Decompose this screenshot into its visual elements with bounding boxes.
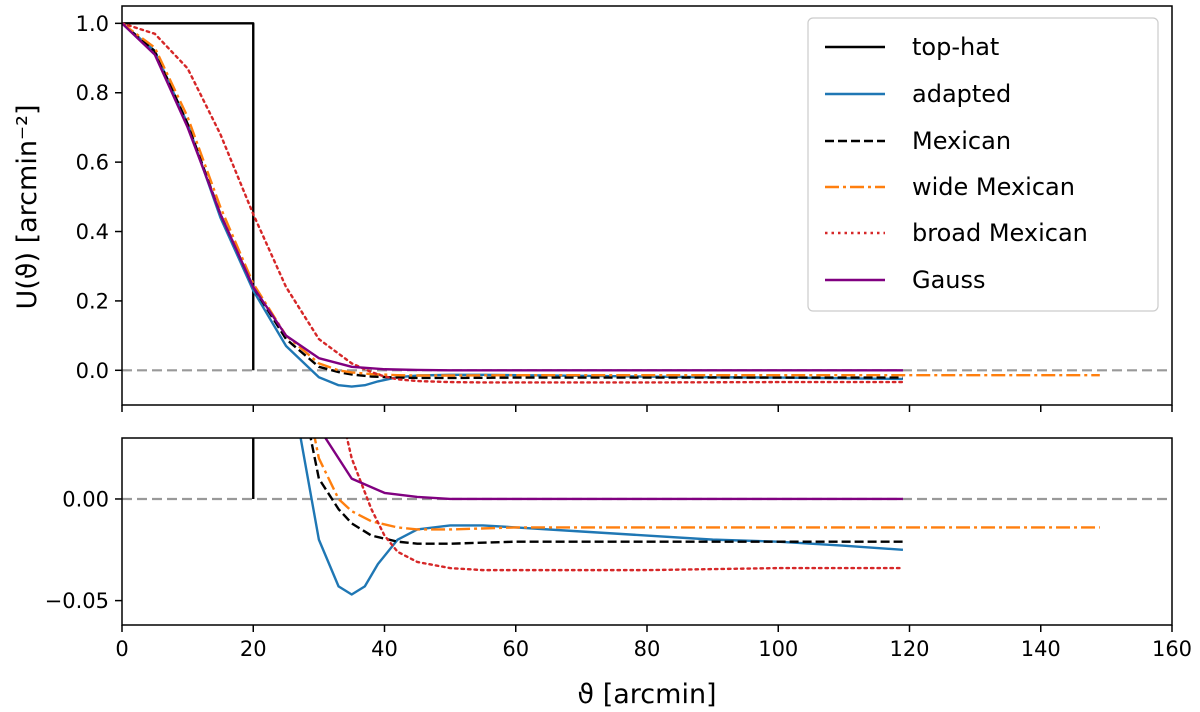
bottom-series-wide-mexican <box>313 438 1100 531</box>
legend-label-broad-mexican: broad Mexican <box>912 219 1088 247</box>
bottom-series-gauss <box>324 438 903 501</box>
legend-entry-wide-mexican: wide Mexican <box>825 173 1075 201</box>
legend-label-gauss: Gauss <box>912 266 986 294</box>
legend-label-adapted: adapted <box>912 80 1011 108</box>
top-y-axis-label: U(ϑ) [arcmin⁻²] <box>12 104 43 309</box>
bottom-ticks-layer: 0 20 40 60 80 100 120 140 160 −0.05 0.00 <box>45 487 1192 661</box>
top-y-tick-label: 1.0 <box>76 12 109 36</box>
top-series-broad-mexican <box>122 22 905 384</box>
legend-label-wide-mexican: wide Mexican <box>912 173 1075 201</box>
bottom-x-tick-label: 0 <box>115 637 128 661</box>
bottom-series-broad-mexican <box>345 438 905 572</box>
top-y-tick-label: 0.6 <box>76 151 109 175</box>
top-series-top-hat <box>122 22 255 371</box>
bottom-x-tick-label: 40 <box>371 637 398 661</box>
legend: top-hat adapted Mexican wide Mexican bro… <box>807 17 1159 312</box>
bottom-plot-frame <box>121 437 1173 626</box>
legend-frame <box>807 17 1159 312</box>
bottom-x-tick-label: 100 <box>758 637 798 661</box>
top-y-tick-label: 0.4 <box>76 220 109 244</box>
top-ticks-layer: 0.0 0.2 0.4 0.6 0.8 1.0 <box>76 12 1173 412</box>
bottom-x-tick-label: 60 <box>502 637 529 661</box>
bottom-x-tick-label: 140 <box>1021 637 1061 661</box>
top-panel: 0.0 0.2 0.4 0.6 0.8 1.0 U(ϑ) [arcmin⁻²] top-h… <box>12 5 1173 412</box>
top-series-gauss <box>122 22 903 372</box>
x-axis-label: ϑ [arcmin] <box>577 679 716 710</box>
top-y-tick-label: 0.0 <box>76 359 109 383</box>
legend-entry-adapted: adapted <box>825 80 1011 108</box>
top-series-adapted <box>122 22 903 388</box>
bottom-series-layer <box>252 438 1100 596</box>
legend-entry-broad-mexican: broad Mexican <box>825 219 1088 247</box>
bottom-series-adapted <box>299 438 904 596</box>
bottom-x-tick-label: 20 <box>240 637 267 661</box>
legend-entry-gauss: Gauss <box>825 266 986 294</box>
bottom-y-tick-label: −0.05 <box>45 589 109 613</box>
top-series-layer <box>122 22 1100 388</box>
legend-label-mexican: Mexican <box>912 127 1011 155</box>
legend-entry-mexican: Mexican <box>825 127 1011 155</box>
top-y-tick-label: 0.8 <box>76 81 109 105</box>
legend-label-top-hat: top-hat <box>912 33 999 61</box>
legend-entry-top-hat: top-hat <box>825 33 999 61</box>
top-series-mexican <box>122 22 903 380</box>
bottom-panel: 0 20 40 60 80 100 120 140 160 −0.05 0.00 ϑ [arcmin… <box>45 437 1192 710</box>
bottom-series-mexican <box>309 438 903 545</box>
top-series-wide-mexican <box>122 22 1100 377</box>
bottom-x-tick-label: 120 <box>889 637 929 661</box>
bottom-y-tick-label: 0.00 <box>62 487 109 511</box>
top-y-tick-label: 0.2 <box>76 289 109 313</box>
bottom-x-tick-label: 80 <box>634 637 661 661</box>
bottom-x-tick-label: 160 <box>1152 637 1192 661</box>
